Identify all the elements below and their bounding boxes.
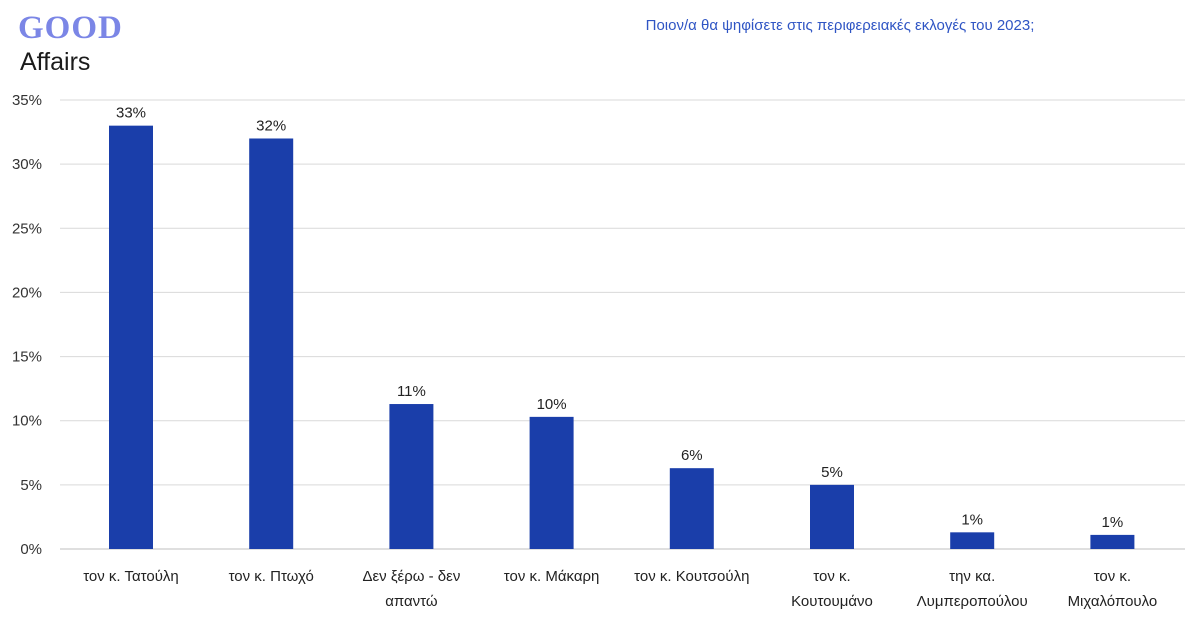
y-tick-label: 15% [12, 349, 42, 366]
category-label: τον κ. [1094, 568, 1131, 585]
category-label: τον κ. Τατούλη [83, 568, 179, 585]
category-label: Λυμπεροπούλου [917, 593, 1028, 610]
bar [389, 404, 434, 549]
logo-good-text: GOOD [18, 10, 123, 46]
category-label: Κουτουμάνο [791, 593, 873, 610]
category-label: τον κ. [813, 568, 850, 585]
data-label: 1% [961, 511, 983, 528]
bars [109, 125, 1135, 550]
y-tick-label: 5% [20, 477, 42, 494]
bar [669, 468, 714, 549]
y-tick-label: 25% [12, 220, 42, 237]
gridlines [60, 99, 1185, 550]
bar [950, 532, 995, 549]
y-tick-label: 35% [12, 92, 42, 109]
data-label: 32% [256, 117, 286, 134]
category-label: τον κ. Πτωχό [229, 568, 314, 585]
category-label: Δεν ξέρω - δεν [362, 568, 460, 585]
y-axis-ticks: 0% 5% 10% 15% 20% 25% 30% 35% [12, 92, 42, 558]
bar [249, 138, 294, 549]
category-label: Μιχαλόπουλο [1068, 593, 1158, 610]
logo-affairs-text: Affairs [20, 48, 91, 76]
data-label: 1% [1102, 514, 1124, 531]
data-label: 5% [821, 464, 843, 481]
category-labels: τον κ. Τατούλη τον κ. Πτωχό Δεν ξέρω - δεν… [83, 568, 1157, 610]
y-tick-label: 30% [12, 156, 42, 173]
bar [109, 125, 153, 550]
data-label: 33% [116, 105, 146, 122]
bar [1090, 534, 1135, 549]
category-label: τον κ. Κουτσούλη [634, 568, 749, 585]
category-label: τον κ. Μάκαρη [504, 568, 600, 585]
logo: GOOD Affairs [18, 10, 148, 80]
chart-title: Ποιον/α θα ψηφίσετε στις περιφερειακές ε… [645, 17, 1035, 34]
bar [529, 416, 574, 549]
data-label: 11% [397, 383, 426, 400]
category-label: την κα. [949, 568, 995, 585]
y-tick-label: 0% [20, 541, 42, 558]
data-labels: 33% 32% 11% 10% 6% 5% 1% 1% [116, 105, 1123, 531]
data-label: 10% [537, 396, 567, 413]
data-label: 6% [681, 447, 703, 464]
category-label: απαντώ [385, 593, 438, 610]
y-tick-label: 20% [12, 284, 42, 301]
bar [810, 484, 854, 549]
y-tick-label: 10% [12, 413, 42, 430]
